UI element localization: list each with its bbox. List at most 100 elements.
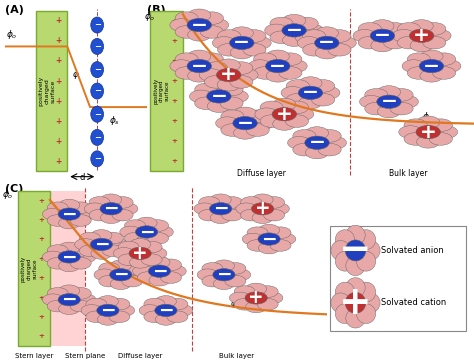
Circle shape [356, 251, 376, 271]
Text: $\phi_o$: $\phi_o$ [1, 188, 13, 201]
Circle shape [328, 30, 351, 42]
Text: −: − [381, 92, 398, 111]
Circle shape [333, 36, 356, 49]
Text: −: − [94, 154, 100, 163]
Circle shape [202, 262, 223, 274]
Text: +: + [55, 16, 62, 25]
Circle shape [112, 209, 133, 221]
Text: −: − [94, 42, 100, 51]
Circle shape [137, 259, 158, 271]
Circle shape [435, 126, 457, 138]
Circle shape [167, 298, 188, 310]
Text: −: − [191, 56, 208, 76]
Circle shape [420, 50, 443, 63]
Circle shape [207, 90, 231, 103]
Circle shape [417, 135, 440, 148]
Text: +: + [220, 66, 237, 84]
Circle shape [59, 285, 80, 297]
Circle shape [129, 257, 151, 268]
Circle shape [428, 29, 451, 42]
Circle shape [370, 29, 395, 43]
Text: +: + [255, 199, 270, 218]
Circle shape [356, 282, 376, 302]
Text: −: − [94, 20, 100, 29]
Circle shape [297, 36, 320, 49]
Circle shape [117, 203, 138, 214]
Circle shape [204, 76, 228, 88]
Circle shape [70, 257, 91, 269]
Circle shape [251, 203, 274, 215]
Circle shape [220, 97, 243, 110]
Circle shape [420, 70, 443, 82]
Circle shape [199, 197, 220, 208]
Circle shape [59, 242, 80, 254]
Circle shape [247, 240, 268, 251]
Circle shape [356, 304, 376, 324]
Circle shape [260, 101, 283, 114]
Text: Diffuse layer: Diffuse layer [118, 353, 162, 359]
Circle shape [264, 209, 284, 221]
Text: −: − [152, 262, 167, 281]
Circle shape [283, 14, 306, 27]
Circle shape [212, 36, 236, 49]
Circle shape [43, 294, 64, 305]
Text: −: − [210, 87, 228, 106]
Circle shape [229, 292, 250, 304]
Circle shape [59, 217, 80, 229]
Circle shape [233, 116, 257, 130]
Circle shape [270, 227, 291, 238]
Circle shape [268, 203, 289, 214]
Circle shape [127, 269, 147, 281]
Circle shape [139, 305, 160, 316]
Circle shape [136, 235, 157, 247]
Text: +: + [171, 18, 177, 24]
Circle shape [407, 67, 430, 79]
Circle shape [361, 293, 380, 313]
Circle shape [75, 239, 96, 250]
Circle shape [216, 117, 239, 130]
Circle shape [58, 208, 81, 220]
Circle shape [202, 275, 223, 287]
Circle shape [210, 203, 232, 215]
Circle shape [225, 90, 248, 103]
Circle shape [335, 282, 355, 302]
Circle shape [356, 230, 376, 250]
Text: +: + [55, 116, 62, 126]
Circle shape [254, 53, 277, 66]
Text: −: − [94, 87, 100, 95]
Text: $\phi_s$: $\phi_s$ [230, 297, 241, 310]
Circle shape [75, 208, 96, 220]
Circle shape [358, 36, 382, 49]
Circle shape [91, 230, 112, 241]
Bar [50, 191, 85, 346]
Circle shape [402, 60, 425, 72]
Circle shape [201, 25, 223, 38]
Circle shape [91, 39, 103, 55]
Circle shape [345, 292, 366, 313]
Circle shape [288, 136, 311, 149]
Circle shape [293, 130, 316, 142]
Circle shape [187, 18, 211, 32]
Circle shape [318, 130, 341, 142]
Circle shape [207, 80, 230, 93]
Circle shape [102, 232, 123, 244]
Text: +: + [38, 217, 44, 223]
Circle shape [423, 23, 446, 35]
Circle shape [217, 68, 241, 82]
Circle shape [302, 43, 326, 56]
Text: −: − [374, 26, 391, 45]
Circle shape [195, 97, 218, 110]
Circle shape [201, 53, 223, 66]
Circle shape [235, 69, 258, 81]
Circle shape [286, 80, 310, 92]
Circle shape [395, 95, 419, 108]
Text: Stern layer: Stern layer [15, 353, 53, 359]
Circle shape [149, 256, 170, 268]
Text: $\phi$: $\phi$ [60, 247, 67, 260]
Circle shape [213, 260, 235, 272]
Text: (B): (B) [147, 5, 165, 15]
Text: +: + [55, 96, 62, 106]
Circle shape [416, 125, 440, 139]
Circle shape [91, 129, 103, 146]
Text: −: − [94, 235, 109, 254]
